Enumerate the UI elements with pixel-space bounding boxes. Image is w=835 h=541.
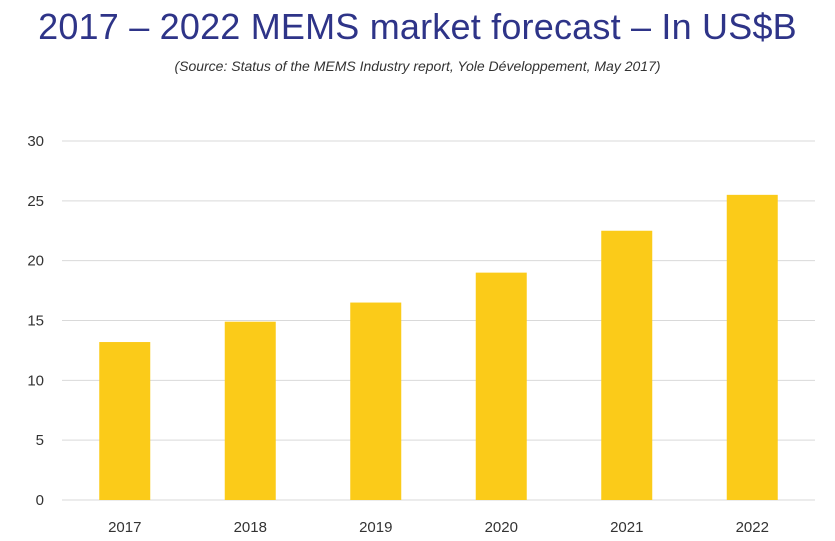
bar-2019: [350, 302, 402, 500]
y-tick-label: 10: [27, 372, 44, 389]
y-tick-label: 0: [36, 492, 44, 509]
x-tick-label: 2019: [359, 519, 392, 536]
x-tick-label: 2020: [485, 519, 518, 536]
y-tick-label: 5: [36, 432, 44, 449]
y-axis-ticks: 0 5 10 15 20 25 30: [27, 133, 44, 509]
bars: [99, 194, 778, 500]
bar-2021: [601, 230, 653, 500]
grid-lines: [62, 140, 815, 501]
x-tick-label: 2018: [234, 519, 267, 536]
chart-subtitle: (Source: Status of the MEMS Industry rep…: [174, 58, 661, 74]
y-tick-label: 30: [27, 133, 44, 150]
bar-2022: [726, 194, 778, 500]
bar-2020: [475, 272, 527, 500]
x-tick-label: 2017: [108, 519, 141, 536]
chart-title: 2017 – 2022 MEMS market forecast – In US…: [38, 6, 797, 47]
y-tick-label: 15: [27, 313, 44, 330]
y-tick-label: 25: [27, 193, 44, 210]
bar-2018: [224, 321, 276, 500]
bar-2017: [99, 342, 151, 500]
x-tick-label: 2022: [736, 519, 769, 536]
x-tick-label: 2021: [610, 519, 643, 536]
y-tick-label: 20: [27, 253, 44, 270]
x-axis-ticks: 2017 2018 2019 2020 2021 2022: [108, 519, 769, 536]
